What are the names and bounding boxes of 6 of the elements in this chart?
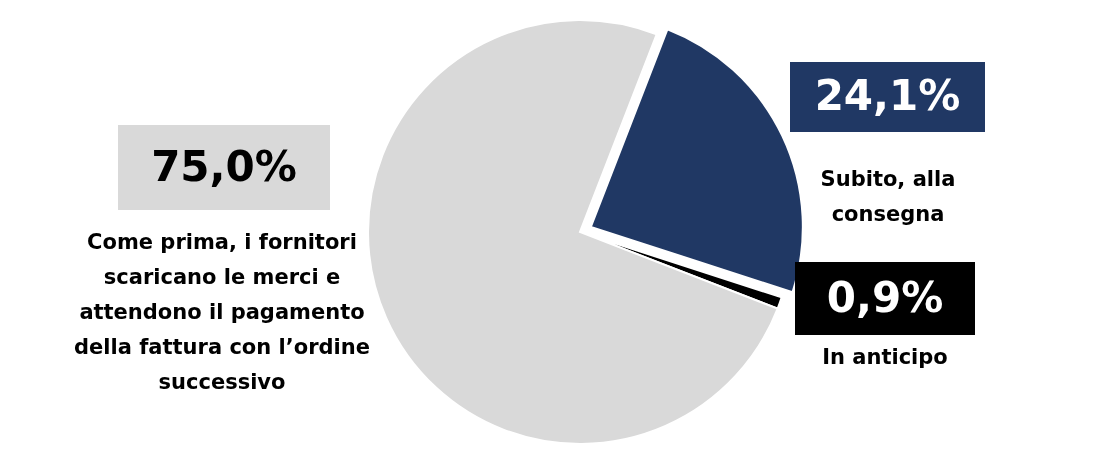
data-label: 75,0% (151, 141, 297, 191)
slice-label: Subito, alla consegna (820, 167, 956, 226)
slice-label: Come prima, i fornitori scaricano le merci e attendono il pagamento della fattura con l’ordine successivo (74, 230, 370, 394)
slice-label: In anticipo (822, 345, 948, 369)
data-label: 0,9% (826, 272, 944, 322)
data-label: 24,1% (814, 71, 961, 120)
